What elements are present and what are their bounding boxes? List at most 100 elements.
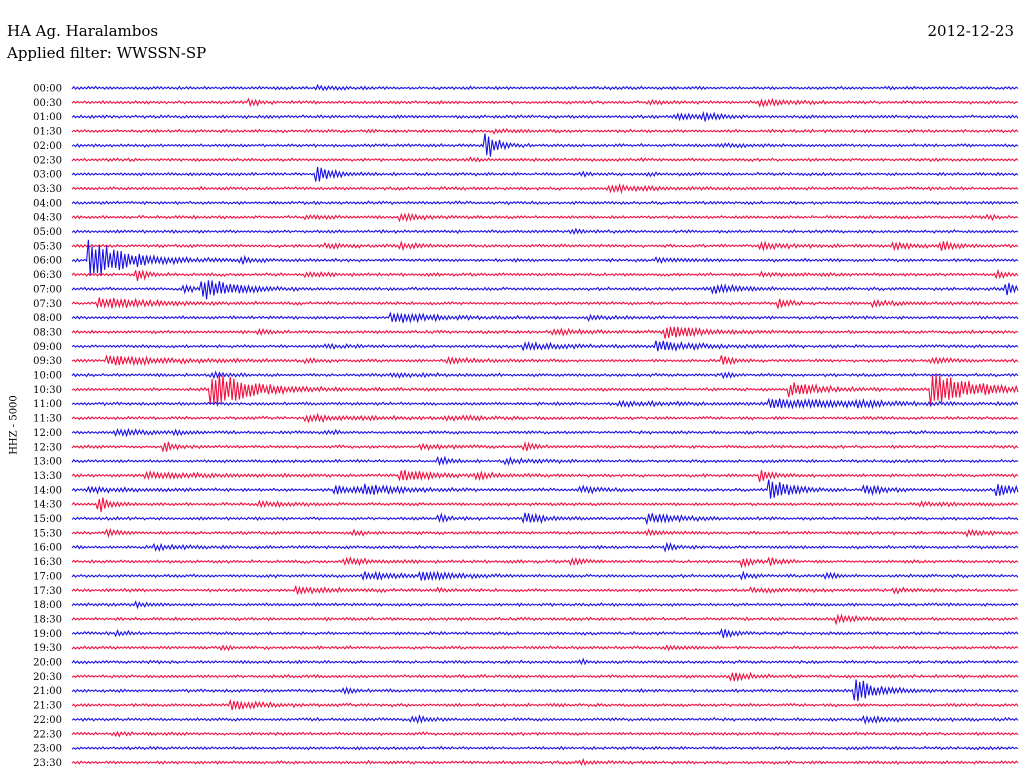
time-tick-label: 12:30 xyxy=(33,442,62,453)
time-tick-label: 08:30 xyxy=(33,327,62,338)
time-tick-label: 14:30 xyxy=(33,500,62,511)
seismic-trace-2030 xyxy=(71,671,1019,683)
record-date: 2012-12-23 xyxy=(927,22,1014,40)
seismic-trace-0330 xyxy=(71,182,1019,195)
time-tick-label: 10:00 xyxy=(33,371,62,382)
time-tick-label: 13:00 xyxy=(33,457,62,468)
seismic-trace-1900 xyxy=(71,627,1019,639)
seismic-trace-1300 xyxy=(71,455,1019,467)
station-title: HA Ag. Haralambos xyxy=(7,22,159,40)
seismic-trace-0000 xyxy=(71,83,1019,92)
seismic-trace-0400 xyxy=(71,200,1019,206)
time-tick-label: 11:00 xyxy=(33,399,62,410)
seismic-trace-1830 xyxy=(71,613,1019,626)
time-tick-label: 20:00 xyxy=(33,658,62,669)
time-tick-label: 07:00 xyxy=(33,284,62,295)
seismic-trace-0300 xyxy=(71,166,1019,182)
time-tick-label: 02:00 xyxy=(33,141,62,152)
time-tick-label: 21:30 xyxy=(33,701,62,712)
seismic-trace-1330 xyxy=(71,469,1019,483)
seismic-trace-1130 xyxy=(71,412,1019,424)
seismic-trace-0700 xyxy=(71,280,1019,300)
time-tick-label: 17:00 xyxy=(33,571,62,582)
seismic-trace-0430 xyxy=(71,212,1019,223)
time-tick-label: 13:30 xyxy=(33,471,62,482)
time-tick-label: 22:30 xyxy=(33,729,62,740)
time-tick-label: 09:00 xyxy=(33,342,62,353)
seismic-trace-1630 xyxy=(71,556,1019,569)
time-tick-label: 18:30 xyxy=(33,614,62,625)
seismic-trace-0630 xyxy=(71,268,1019,282)
seismic-trace-0130 xyxy=(71,128,1019,135)
time-tick-label: 23:00 xyxy=(33,744,62,755)
seismic-trace-2300 xyxy=(71,745,1019,751)
seismic-trace-1800 xyxy=(71,600,1019,610)
time-tick-label: 07:30 xyxy=(33,299,62,310)
time-tick-label: 16:30 xyxy=(33,557,62,568)
time-tick-label: 20:30 xyxy=(33,672,62,683)
seismic-trace-2200 xyxy=(71,713,1019,726)
seismic-trace-0030 xyxy=(71,97,1019,108)
time-tick-label: 19:00 xyxy=(33,629,62,640)
seismic-trace-0530 xyxy=(71,239,1019,252)
time-tick-label: 06:00 xyxy=(33,256,62,267)
filter-label: Applied filter: WWSSN-SP xyxy=(7,44,207,62)
time-tick-label: 02:30 xyxy=(33,155,62,166)
time-tick-label: 19:30 xyxy=(33,643,62,654)
seismic-trace-2100 xyxy=(71,679,1019,702)
seismic-trace-0500 xyxy=(71,227,1019,235)
seismic-trace-0200 xyxy=(71,133,1019,157)
time-tick-label: 04:00 xyxy=(33,198,62,209)
time-tick-label: 14:00 xyxy=(33,485,62,496)
seismic-trace-1000 xyxy=(71,370,1019,380)
time-tick-label: 12:00 xyxy=(33,428,62,439)
seismic-trace-2230 xyxy=(71,730,1019,738)
time-tick-label: 05:00 xyxy=(33,227,62,238)
time-tick-label: 05:30 xyxy=(33,241,62,252)
time-tick-label: 17:30 xyxy=(33,586,62,597)
seismic-trace-0900 xyxy=(71,340,1019,353)
time-tick-label: 01:00 xyxy=(33,112,62,123)
seismic-trace-1430 xyxy=(71,497,1019,513)
seismic-trace-1600 xyxy=(71,541,1019,553)
seismic-trace-1230 xyxy=(71,441,1019,453)
time-tick-label: 03:00 xyxy=(33,170,62,181)
seismic-trace-0930 xyxy=(71,354,1019,367)
time-tick-label: 18:00 xyxy=(33,600,62,611)
seismic-trace-1930 xyxy=(71,644,1019,652)
time-tick-label: 04:30 xyxy=(33,213,62,224)
time-tick-label: 15:00 xyxy=(33,514,62,525)
seismic-trace-1200 xyxy=(71,427,1019,438)
seismic-trace-0100 xyxy=(71,110,1019,122)
time-tick-label: 01:30 xyxy=(33,127,62,138)
seismic-trace-1100 xyxy=(71,397,1019,410)
seismic-trace-0800 xyxy=(71,311,1019,324)
time-tick-label: 10:30 xyxy=(33,385,62,396)
time-tick-label: 09:30 xyxy=(33,356,62,367)
seismic-trace-1500 xyxy=(71,512,1019,526)
seismic-trace-2000 xyxy=(71,657,1019,666)
seismic-trace-0600 xyxy=(71,239,1019,276)
seismic-trace-0730 xyxy=(71,297,1019,310)
seismic-trace-2130 xyxy=(71,698,1019,711)
time-tick-label: 16:00 xyxy=(33,543,62,554)
time-tick-label: 06:30 xyxy=(33,270,62,281)
time-tick-label: 03:30 xyxy=(33,184,62,195)
seismic-trace-1530 xyxy=(71,527,1019,539)
header-left: HA Ag. Haralambos Applied filter: WWSSN-… xyxy=(7,20,206,64)
time-tick-label: 15:30 xyxy=(33,528,62,539)
seismic-trace-0830 xyxy=(71,326,1019,339)
time-tick-label: 08:00 xyxy=(33,313,62,324)
seismic-trace-1400 xyxy=(71,479,1019,499)
seismic-trace-0230 xyxy=(71,156,1019,163)
seismic-trace-1700 xyxy=(71,570,1019,582)
time-tick-label: 22:00 xyxy=(33,715,62,726)
time-tick-label: 11:30 xyxy=(33,414,62,425)
seismic-trace-1730 xyxy=(71,584,1019,596)
seismic-trace-2330 xyxy=(71,757,1019,767)
time-tick-label: 21:00 xyxy=(33,686,62,697)
time-tick-label: 23:30 xyxy=(33,758,62,769)
time-tick-label: 00:00 xyxy=(33,84,62,95)
time-tick-label: 00:30 xyxy=(33,98,62,109)
